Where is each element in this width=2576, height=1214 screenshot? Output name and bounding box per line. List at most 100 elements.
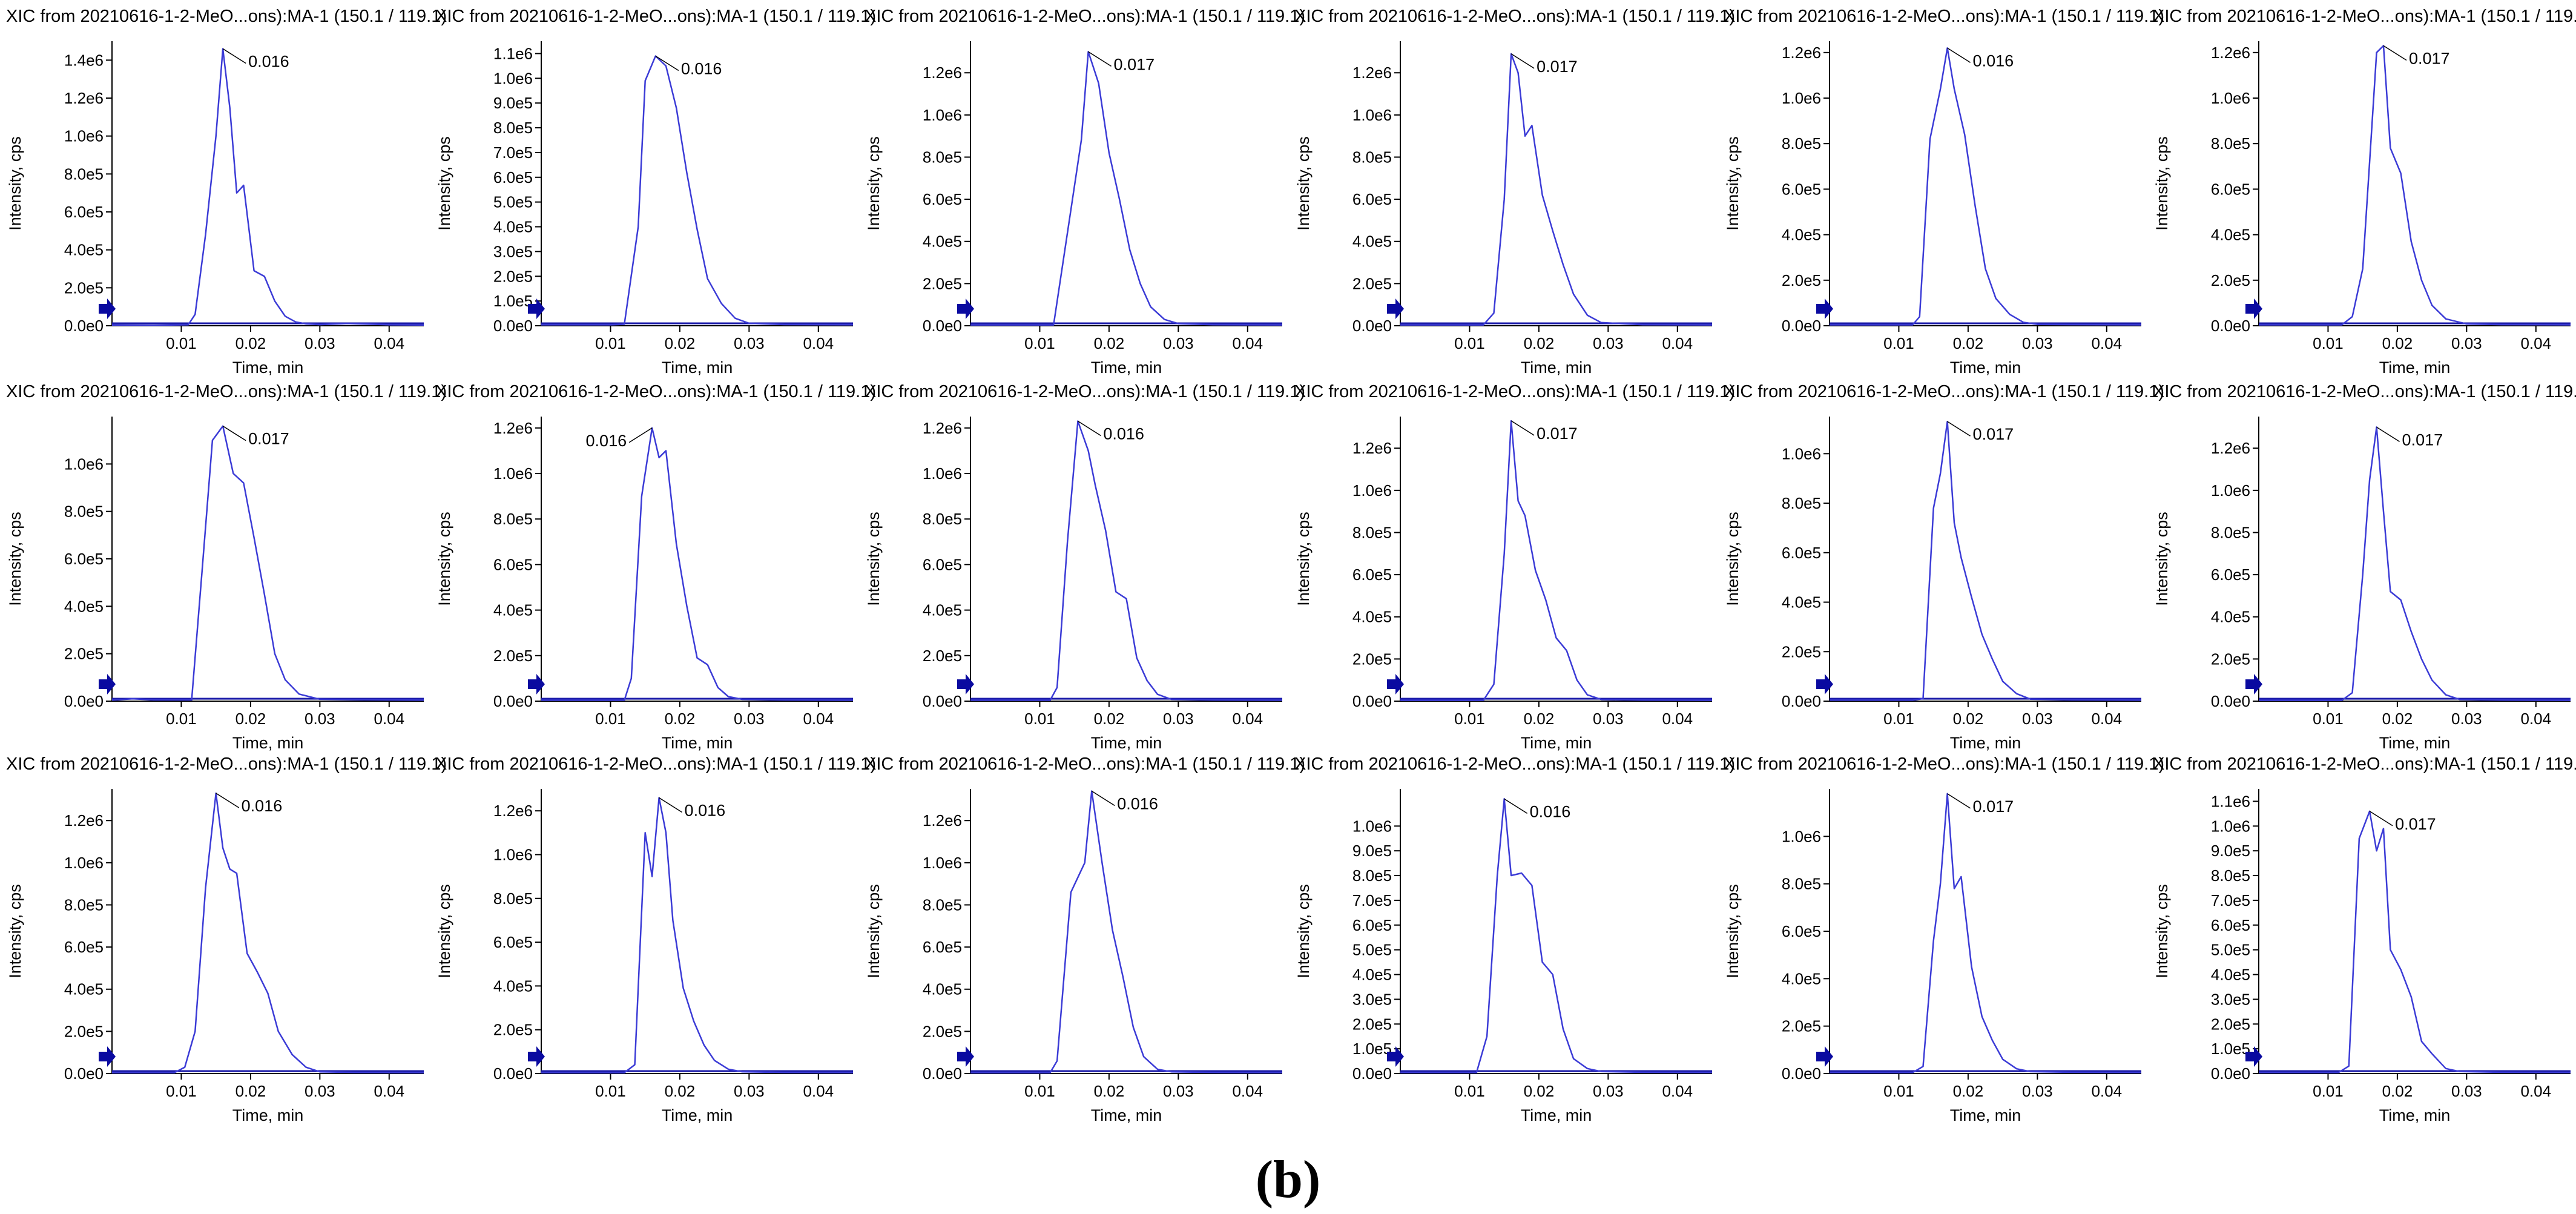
baseline-arrow-marker	[1387, 1046, 1404, 1067]
series-line	[970, 420, 1283, 701]
y-tick-label: 1.2e6	[64, 89, 104, 107]
y-tick-label: 6.0e5	[493, 555, 533, 573]
apex-label: 0.017	[1973, 425, 2014, 443]
x-tick-label: 0.03	[1593, 710, 1624, 728]
x-tick-label: 0.04	[1232, 710, 1263, 728]
series-line	[2259, 426, 2571, 701]
y-tick-label: 2.0e5	[1782, 642, 1821, 661]
baseline-arrow-marker	[528, 299, 545, 319]
chart-panel: XIC from 20210616-1-2-MeO...ons):MA-1 (1…	[6, 7, 447, 377]
x-tick-label: 0.03	[2022, 1082, 2053, 1100]
chart-panel: XIC from 20210616-1-2-MeO...ons):MA-1 (1…	[1294, 382, 1735, 752]
chart-panel: XIC from 20210616-1-2-MeO...ons):MA-1 (1…	[865, 754, 1305, 1124]
x-tick-label: 0.02	[1094, 334, 1125, 352]
x-tick-label: 0.03	[2022, 710, 2053, 728]
y-tick-label: 8.0e5	[923, 148, 962, 166]
y-axis-title: Intensity, cps	[1294, 884, 1313, 978]
y-tick-label: 6.0e5	[64, 203, 104, 221]
apex-label: 0.017	[1114, 55, 1155, 73]
series-line	[1830, 47, 2142, 326]
y-tick-label: 1.0e6	[923, 854, 962, 872]
y-tick-label: 4.0e5	[923, 233, 962, 251]
y-tick-label: 1.1e6	[2211, 792, 2250, 810]
chart-panel: XIC from 20210616-1-2-MeO...ons):MA-1 (1…	[6, 754, 447, 1124]
apex-leader-line	[2369, 811, 2393, 826]
y-tick-label: 3.0e5	[2211, 990, 2250, 1008]
series-line	[111, 425, 424, 701]
x-tick-label: 0.01	[1024, 334, 1055, 352]
x-tick-label: 0.01	[1883, 710, 1914, 728]
y-tick-label: 6.0e5	[923, 555, 962, 573]
y-axis-title: Intensity, cps	[6, 512, 24, 606]
y-tick-label: 8.0e5	[493, 889, 533, 908]
x-tick-label: 0.04	[1662, 710, 1693, 728]
y-tick-label: 1.0e6	[2211, 481, 2250, 500]
x-axis-title: Time, min	[662, 734, 733, 752]
y-tick-label: 6.0e5	[923, 938, 962, 956]
series-line	[970, 51, 1283, 326]
y-tick-label: 2.0e5	[64, 1022, 104, 1040]
x-tick-label: 0.01	[1454, 1082, 1485, 1100]
y-tick-label: 1.0e6	[1352, 481, 1392, 500]
x-tick-label: 0.02	[236, 334, 266, 352]
x-axis-title: Time, min	[2379, 1106, 2451, 1124]
y-tick-label: 1.2e6	[1782, 44, 1821, 62]
x-tick-label: 0.03	[734, 1082, 765, 1100]
chart-panel: XIC from 20210616-1-2-MeO...ons):MA-1 (1…	[1294, 7, 1735, 377]
y-axis-title: Intensity, cps	[6, 884, 24, 978]
x-axis-title: Time, min	[1521, 734, 1592, 752]
chart-panel: XIC from 20210616-1-2-MeO...ons):MA-1 (1…	[6, 382, 447, 752]
y-tick-label: 8.0e5	[923, 510, 962, 528]
y-axis-title: Intensity, cps	[2153, 512, 2171, 606]
chart-panel: XIC from 20210616-1-2-MeO...ons):MA-1 (1…	[865, 7, 1305, 377]
y-tick-label: 1.0e6	[64, 854, 104, 872]
x-tick-label: 0.03	[734, 334, 765, 352]
y-axis-title: Intensity, cps	[865, 512, 883, 606]
x-tick-label: 0.02	[2382, 334, 2413, 352]
y-axis-title: Intensity, cps	[865, 884, 883, 978]
series-line	[1830, 793, 2142, 1074]
y-tick-label: 7.0e5	[1352, 891, 1392, 909]
y-tick-label: 1.0e6	[493, 845, 533, 863]
y-tick-label: 8.0e5	[64, 165, 104, 183]
y-tick-label: 2.0e5	[1782, 1017, 1821, 1035]
x-tick-label: 0.04	[2520, 334, 2551, 352]
baseline-arrow-marker	[957, 674, 974, 694]
apex-label: 0.016	[1103, 425, 1144, 443]
y-tick-label: 0.0e0	[2211, 692, 2250, 710]
y-tick-label: 2.0e5	[2211, 650, 2250, 668]
apex-leader-line	[655, 55, 679, 71]
y-tick-label: 2.0e5	[2211, 1015, 2250, 1033]
chart-grid: XIC from 20210616-1-2-MeO...ons):MA-1 (1…	[6, 7, 2576, 1124]
apex-leader-line	[1947, 47, 1971, 63]
y-tick-label: 1.2e6	[2211, 439, 2250, 457]
y-tick-label: 2.0e5	[493, 1021, 533, 1039]
chart-title: XIC from 20210616-1-2-MeO...ons):MA-1 (1…	[2153, 382, 2576, 401]
x-tick-label: 0.02	[1953, 334, 1984, 352]
x-tick-label: 0.03	[734, 710, 765, 728]
y-tick-label: 8.0e5	[1782, 134, 1821, 153]
x-tick-label: 0.01	[1454, 710, 1485, 728]
x-tick-label: 0.02	[1953, 1082, 1984, 1100]
y-tick-label: 6.0e5	[2211, 180, 2250, 198]
y-tick-label: 5.0e5	[2211, 941, 2250, 959]
y-axis-title: Intensity, cps	[435, 884, 453, 978]
series-line	[111, 48, 424, 326]
chart-panel: XIC from 20210616-1-2-MeO...ons):MA-1 (1…	[1724, 382, 2164, 752]
y-tick-label: 4.0e5	[64, 597, 104, 615]
chart-panel: XIC from 20210616-1-2-MeO...ons):MA-1 (1…	[435, 382, 876, 752]
x-axis-title: Time, min	[662, 358, 733, 377]
y-tick-label: 6.0e5	[1782, 180, 1821, 198]
y-tick-label: 1.2e6	[2211, 44, 2250, 62]
series-line	[541, 427, 854, 701]
apex-leader-line	[2376, 426, 2400, 443]
baseline-arrow-marker	[957, 1046, 974, 1067]
x-tick-label: 0.02	[1524, 1082, 1555, 1100]
series-line	[541, 55, 854, 326]
series-line	[2259, 45, 2571, 326]
x-axis-title: Time, min	[662, 1106, 733, 1124]
y-tick-label: 0.0e0	[493, 692, 533, 710]
y-tick-label: 2.0e5	[1352, 650, 1392, 668]
y-tick-label: 1.0e6	[2211, 817, 2250, 835]
y-tick-label: 1.0e6	[1352, 106, 1392, 124]
